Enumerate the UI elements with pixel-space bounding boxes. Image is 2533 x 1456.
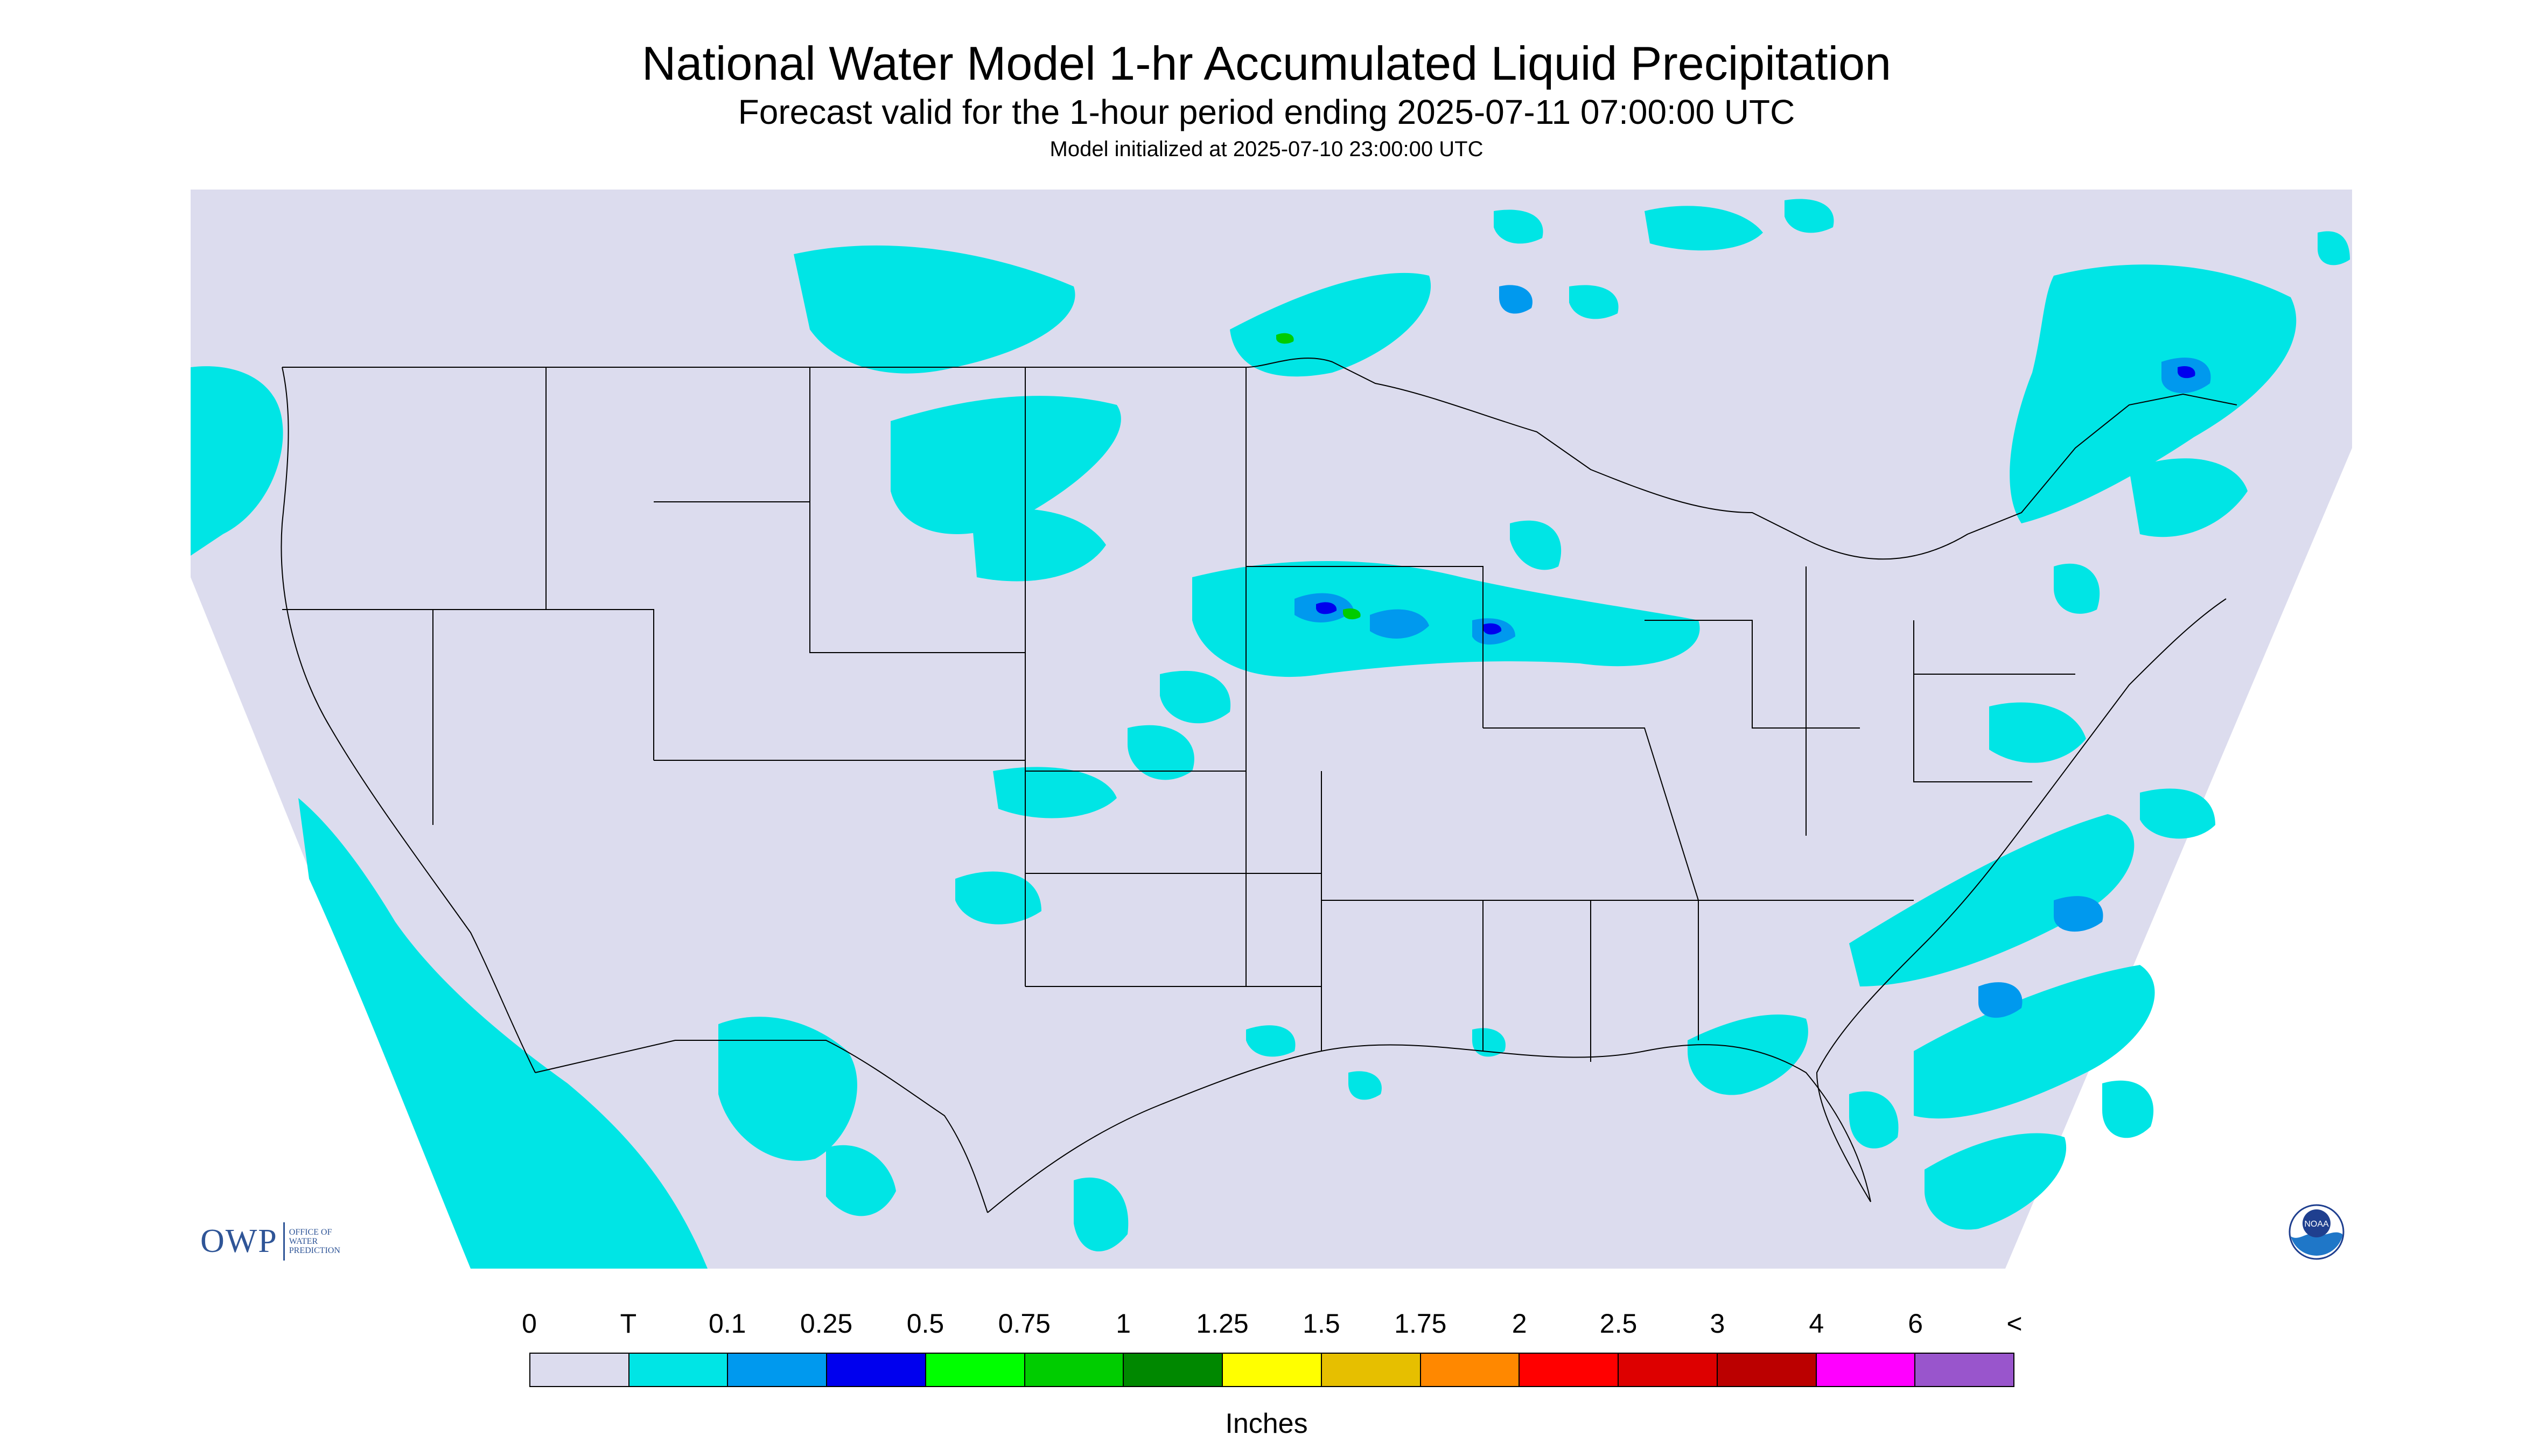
legend-swatch xyxy=(1223,1354,1322,1386)
legend-swatch xyxy=(827,1354,926,1386)
boundaries xyxy=(281,358,2237,1213)
trace-precipitation xyxy=(191,199,2350,1269)
owp-line-2: Water xyxy=(289,1236,318,1246)
owp-line-3: Prediction xyxy=(289,1245,340,1255)
legend-label: 1.5 xyxy=(1303,1308,1340,1339)
legend-label: 0.1 xyxy=(708,1308,746,1339)
legend-swatch xyxy=(1915,1354,2014,1386)
legend-label: 1.25 xyxy=(1196,1308,1249,1339)
owp-wordmark: Office of Water Prediction xyxy=(285,1228,340,1255)
noaa-mark: NOAA xyxy=(2304,1220,2329,1229)
heavy-precipitation xyxy=(1316,366,2195,635)
legend-swatch xyxy=(629,1354,729,1386)
legend-label: 0.5 xyxy=(906,1308,944,1339)
legend-label: T xyxy=(620,1308,637,1339)
map-title: National Water Model 1-hr Accumulated Li… xyxy=(641,37,1892,90)
legend-swatch xyxy=(1025,1354,1124,1386)
legend-label: 0 xyxy=(522,1308,537,1339)
legend-swatch xyxy=(728,1354,828,1386)
legend-labels: 0 T 0.1 0.25 0.5 0.75 1 1.25 1.5 1.75 2 2.5 3 4 6 < xyxy=(0,1307,2533,1340)
legend-label: < xyxy=(2006,1308,2023,1339)
legend-swatch xyxy=(926,1354,1025,1386)
map-subtitle: Forecast valid for the 1-hour period end… xyxy=(738,93,1795,131)
legend-swatch xyxy=(1421,1354,1520,1386)
legend-swatch xyxy=(1321,1354,1421,1386)
model-init-time: Model initialized at 2025-07-10 23:00:00… xyxy=(1049,137,1484,161)
legend-label: 4 xyxy=(1809,1308,1824,1339)
legend-label: 2 xyxy=(1512,1308,1527,1339)
legend-label: 1.75 xyxy=(1394,1308,1447,1339)
legend-label: 6 xyxy=(1908,1308,1923,1339)
legend-units: Inches xyxy=(1225,1408,1308,1439)
green-precipitation xyxy=(1276,333,1361,620)
owp-logo: OWP Office of Water Prediction xyxy=(200,1222,340,1261)
legend-label: 0.75 xyxy=(998,1308,1051,1339)
legend-label: 0.25 xyxy=(800,1308,853,1339)
legend-label: 2.5 xyxy=(1599,1308,1638,1339)
legend-swatch xyxy=(530,1354,629,1386)
legend-swatch xyxy=(1520,1354,1619,1386)
owp-line-1: Office of xyxy=(289,1227,332,1237)
legend-swatch xyxy=(1717,1354,1817,1386)
legend-swatch xyxy=(1619,1354,1718,1386)
legend-label: 3 xyxy=(1710,1308,1725,1339)
legend-label: 1 xyxy=(1116,1308,1131,1339)
legend-colorbar xyxy=(529,1353,2014,1387)
noaa-logo: NOAA xyxy=(2289,1204,2345,1260)
owp-mark: OWP xyxy=(200,1222,285,1261)
legend-swatch xyxy=(1816,1354,1916,1386)
legend-swatch xyxy=(1124,1354,1223,1386)
precipitation-map xyxy=(191,190,2352,1269)
